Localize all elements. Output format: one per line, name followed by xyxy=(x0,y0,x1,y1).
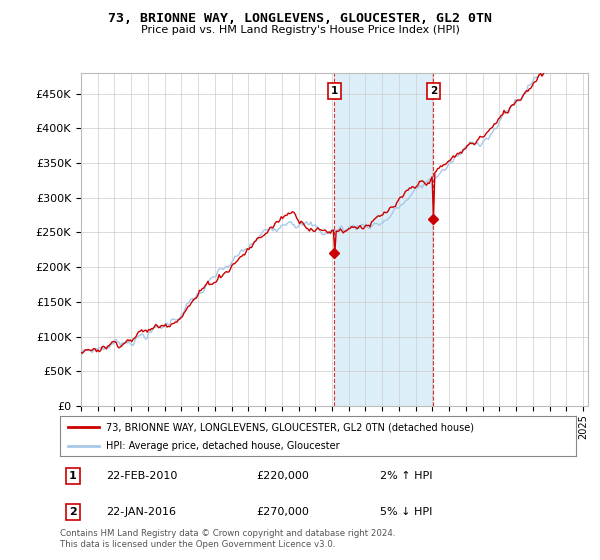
Text: £270,000: £270,000 xyxy=(256,507,309,517)
Text: 5% ↓ HPI: 5% ↓ HPI xyxy=(380,507,432,517)
Text: 22-FEB-2010: 22-FEB-2010 xyxy=(106,471,178,481)
Text: 2: 2 xyxy=(69,507,77,517)
Text: 73, BRIONNE WAY, LONGLEVENS, GLOUCESTER, GL2 0TN: 73, BRIONNE WAY, LONGLEVENS, GLOUCESTER,… xyxy=(108,12,492,25)
Text: Price paid vs. HM Land Registry's House Price Index (HPI): Price paid vs. HM Land Registry's House … xyxy=(140,25,460,35)
Text: 1: 1 xyxy=(331,86,338,96)
Text: 73, BRIONNE WAY, LONGLEVENS, GLOUCESTER, GL2 0TN (detached house): 73, BRIONNE WAY, LONGLEVENS, GLOUCESTER,… xyxy=(106,422,475,432)
Text: 22-JAN-2016: 22-JAN-2016 xyxy=(106,507,176,517)
Text: 2% ↑ HPI: 2% ↑ HPI xyxy=(380,471,433,481)
Text: 1: 1 xyxy=(69,471,77,481)
Text: Contains HM Land Registry data © Crown copyright and database right 2024.
This d: Contains HM Land Registry data © Crown c… xyxy=(60,529,395,549)
Text: 2: 2 xyxy=(430,86,437,96)
Text: £220,000: £220,000 xyxy=(256,471,309,481)
Text: HPI: Average price, detached house, Gloucester: HPI: Average price, detached house, Glou… xyxy=(106,441,340,451)
